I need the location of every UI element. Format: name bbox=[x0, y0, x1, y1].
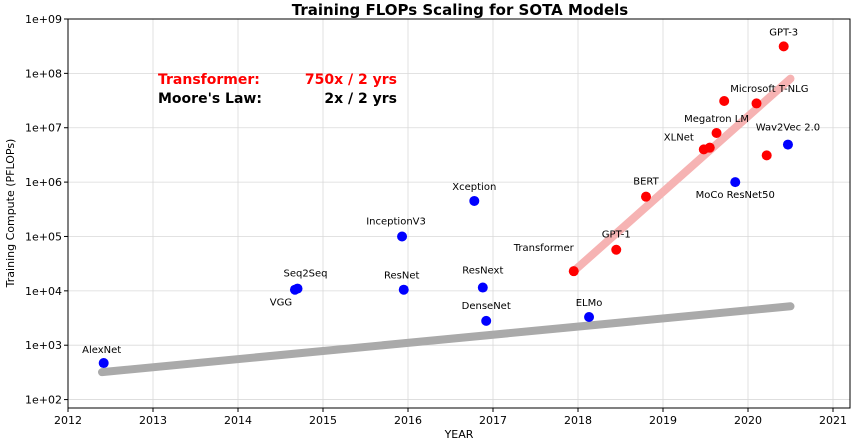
x-tick-label: 2021 bbox=[819, 414, 847, 427]
transformer-data-point bbox=[761, 150, 772, 161]
cnn-data-point bbox=[782, 139, 793, 150]
data-points bbox=[98, 41, 793, 369]
x-tick-label: 2014 bbox=[224, 414, 252, 427]
point-labels: AlexNet Seq2Seq VGG InceptionV3 ResNet Xcepti… bbox=[82, 27, 820, 356]
point-label: Xception bbox=[452, 182, 496, 193]
x-tick-label: 2013 bbox=[139, 414, 167, 427]
x-tick-label: 2012 bbox=[54, 414, 82, 427]
point-label: XLNet bbox=[664, 132, 694, 143]
transformer-data-point bbox=[641, 191, 651, 202]
point-label: BERT bbox=[633, 177, 659, 188]
cnn-data-point bbox=[397, 231, 408, 242]
annotation-transformer-label: Transformer: bbox=[158, 72, 260, 88]
transformer-trend-line bbox=[569, 74, 795, 276]
cnn-data-point bbox=[289, 284, 300, 295]
point-label: Transformer bbox=[513, 243, 575, 254]
point-label: GPT-3 bbox=[769, 27, 798, 38]
cnn-data-point bbox=[730, 177, 741, 188]
point-label: Megatron LM bbox=[684, 114, 749, 125]
transformer-data-point bbox=[719, 96, 730, 107]
transformer-data-point bbox=[778, 41, 789, 52]
point-label: ELMo bbox=[576, 298, 603, 309]
x-axis-ticks: 2012 2013 2014 2015 2016 2017 2018 2019 2020 2021 bbox=[54, 408, 847, 427]
point-label: GPT-1 bbox=[602, 230, 631, 241]
point-label: AlexNet bbox=[82, 345, 121, 356]
annotation-transformer-value: 750x / 2 yrs bbox=[305, 72, 397, 88]
y-tick-label: 1e+02 bbox=[25, 394, 62, 407]
point-label: MoCo ResNet50 bbox=[696, 190, 775, 201]
x-tick-label: 2016 bbox=[394, 414, 422, 427]
cnn-data-point bbox=[584, 312, 595, 323]
transformer-data-point bbox=[751, 98, 762, 109]
annotation-transformer: Transformer: 750x / 2 yrs bbox=[158, 72, 397, 88]
point-label: InceptionV3 bbox=[366, 216, 426, 227]
plot-frame bbox=[67, 18, 851, 409]
point-label: DenseNet bbox=[462, 301, 511, 312]
x-tick-label: 2015 bbox=[309, 414, 337, 427]
cnn-data-point bbox=[398, 284, 409, 295]
cnn-data-point bbox=[477, 282, 488, 293]
y-tick-label: 1e+08 bbox=[25, 67, 62, 80]
annotation-moore: Moore's Law: 2x / 2 yrs bbox=[158, 91, 397, 107]
y-tick-label: 1e+06 bbox=[25, 176, 62, 189]
x-tick-label: 2020 bbox=[734, 414, 762, 427]
cnn-data-point bbox=[481, 315, 492, 326]
trend-lines bbox=[98, 74, 795, 377]
transformer-data-point bbox=[611, 244, 622, 255]
y-tick-label: 1e+09 bbox=[25, 13, 62, 26]
x-tick-label: 2017 bbox=[479, 414, 507, 427]
y-tick-label: 1e+07 bbox=[25, 122, 62, 135]
point-label: VGG bbox=[270, 298, 292, 309]
point-label: Wav2Vec 2.0 bbox=[756, 123, 820, 134]
point-label: ResNet bbox=[384, 271, 419, 282]
transformer-data-point bbox=[711, 128, 722, 139]
annotation-moore-value: 2x / 2 yrs bbox=[324, 91, 397, 107]
transformer-data-point bbox=[704, 142, 715, 153]
x-tick-label: 2019 bbox=[649, 414, 677, 427]
cnn-data-point bbox=[98, 358, 109, 369]
y-axis-label: Training Compute (PFLOPs) bbox=[4, 139, 17, 289]
annotation-moore-label: Moore's Law: bbox=[158, 91, 262, 107]
cnn-data-point bbox=[469, 195, 480, 206]
point-label: Microsoft T-NLG bbox=[730, 84, 808, 95]
moore-law-trend-line bbox=[98, 302, 795, 377]
x-axis-label: YEAR bbox=[444, 428, 474, 441]
transformer-data-point bbox=[568, 266, 579, 277]
y-axis-ticks: 1e+02 1e+03 1e+04 1e+05 1e+06 1e+07 1e+08 1e+09 bbox=[25, 13, 68, 407]
y-tick-label: 1e+05 bbox=[25, 230, 62, 243]
chart-title: Training FLOPs Scaling for SOTA Models bbox=[292, 1, 629, 19]
point-label: ResNext bbox=[462, 266, 503, 277]
y-tick-label: 1e+04 bbox=[25, 285, 62, 298]
point-label: Seq2Seq bbox=[283, 269, 327, 280]
x-tick-label: 2018 bbox=[564, 414, 592, 427]
y-tick-label: 1e+03 bbox=[25, 339, 62, 352]
